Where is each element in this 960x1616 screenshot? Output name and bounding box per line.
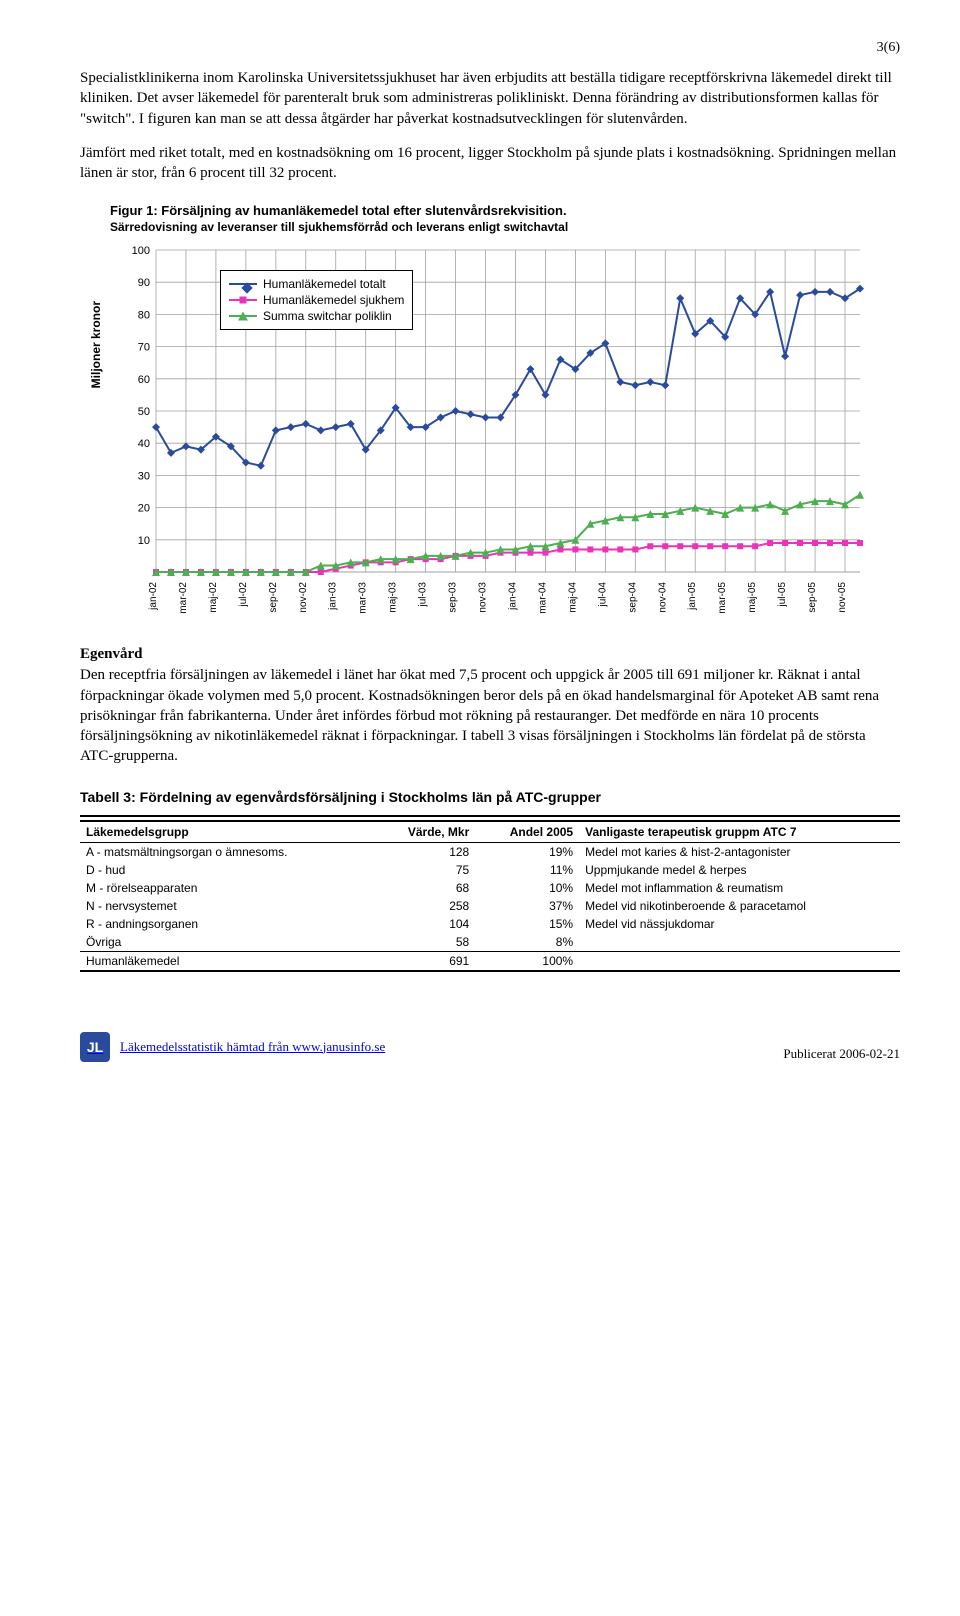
paragraph-2: Jämfört med riket totalt, med en kostnad… bbox=[80, 143, 900, 184]
footer-date: Publicerat 2006-02-21 bbox=[783, 1046, 900, 1062]
table-cell: 37% bbox=[475, 897, 579, 915]
table-cell: 100% bbox=[475, 951, 579, 971]
table-cell: 58 bbox=[374, 933, 475, 952]
table-header: Läkemedelsgrupp bbox=[80, 821, 374, 843]
chart-title-prefix: Figur 1: bbox=[110, 203, 158, 218]
chart-ylabel: Miljoner kronor bbox=[89, 301, 103, 388]
svg-text:20: 20 bbox=[138, 503, 150, 515]
table-cell: Medel mot karies & hist-2-antagonister bbox=[579, 842, 900, 861]
table-cell: 691 bbox=[374, 951, 475, 971]
chart-legend: Humanläkemedel totalt Humanläkemedel sjuk… bbox=[220, 270, 413, 330]
table-cell: Medel mot inflammation & reumatism bbox=[579, 879, 900, 897]
legend-label: Humanläkemedel sjukhem bbox=[263, 293, 404, 307]
table-cell: 104 bbox=[374, 915, 475, 933]
logo-badge: JL bbox=[80, 1032, 110, 1062]
svg-text:jan-02: jan-02 bbox=[148, 582, 159, 611]
table-cell: Medel vid nikotinberoende & paracetamol bbox=[579, 897, 900, 915]
table-cell: 258 bbox=[374, 897, 475, 915]
svg-text:sep-05: sep-05 bbox=[807, 582, 818, 613]
svg-text:50: 50 bbox=[138, 406, 150, 418]
table-cell bbox=[579, 933, 900, 952]
paragraph-3: Den receptfria försäljningen av läkemede… bbox=[80, 665, 900, 766]
table-3-title: Tabell 3: Fördelning av egenvårdsförsälj… bbox=[80, 789, 900, 805]
svg-text:40: 40 bbox=[138, 438, 150, 450]
svg-text:jul-05: jul-05 bbox=[777, 582, 788, 608]
table-3: LäkemedelsgruppVärde, MkrAndel 2005Vanli… bbox=[80, 815, 900, 972]
svg-text:jul-04: jul-04 bbox=[597, 582, 608, 608]
table-cell: 10% bbox=[475, 879, 579, 897]
svg-text:nov-02: nov-02 bbox=[298, 582, 309, 613]
table-cell: N - nervsystemet bbox=[80, 897, 374, 915]
svg-text:80: 80 bbox=[138, 310, 150, 322]
paragraph-1: Specialistklinikerna inom Karolinska Uni… bbox=[80, 68, 900, 129]
svg-text:jan-05: jan-05 bbox=[687, 582, 698, 611]
page-number: 3(6) bbox=[80, 40, 900, 56]
svg-text:30: 30 bbox=[138, 471, 150, 483]
svg-text:sep-03: sep-03 bbox=[448, 582, 459, 613]
table-cell: 75 bbox=[374, 861, 475, 879]
table-cell: Medel vid nässjukdomar bbox=[579, 915, 900, 933]
legend-item: Humanläkemedel totalt bbox=[229, 277, 404, 291]
table-cell: Uppmjukande medel & herpes bbox=[579, 861, 900, 879]
svg-text:mar-05: mar-05 bbox=[717, 582, 728, 614]
legend-item: Summa switchar poliklin bbox=[229, 309, 404, 323]
table-cell: 128 bbox=[374, 842, 475, 861]
legend-label: Summa switchar poliklin bbox=[263, 309, 392, 323]
legend-item: Humanläkemedel sjukhem bbox=[229, 293, 404, 307]
svg-text:90: 90 bbox=[138, 277, 150, 289]
table-row: N - nervsystemet25837%Medel vid nikotinb… bbox=[80, 897, 900, 915]
section-heading-egenvard: Egenvård bbox=[80, 646, 900, 663]
svg-text:mar-02: mar-02 bbox=[178, 582, 189, 614]
table-row: R - andningsorganen10415%Medel vid nässj… bbox=[80, 915, 900, 933]
table-total-row: Humanläkemedel691100% bbox=[80, 951, 900, 971]
svg-text:60: 60 bbox=[138, 374, 150, 386]
svg-text:maj-03: maj-03 bbox=[388, 582, 399, 613]
table-cell: A - matsmältningsorgan o ämnesoms. bbox=[80, 842, 374, 861]
svg-text:maj-04: maj-04 bbox=[567, 582, 578, 613]
table-row: A - matsmältningsorgan o ämnesoms.12819%… bbox=[80, 842, 900, 861]
svg-text:nov-03: nov-03 bbox=[478, 582, 489, 613]
svg-text:jul-03: jul-03 bbox=[418, 582, 429, 608]
table-cell: D - hud bbox=[80, 861, 374, 879]
chart-title-text: Försäljning av humanläkemedel total efte… bbox=[161, 203, 566, 218]
table-header: Värde, Mkr bbox=[374, 821, 475, 843]
table-cell: 19% bbox=[475, 842, 579, 861]
table-cell: M - rörelseapparaten bbox=[80, 879, 374, 897]
table-header: Vanligaste terapeutisk gruppm ATC 7 bbox=[579, 821, 900, 843]
table-cell: Humanläkemedel bbox=[80, 951, 374, 971]
table-cell bbox=[579, 951, 900, 971]
svg-text:nov-05: nov-05 bbox=[837, 582, 848, 613]
table-cell: R - andningsorganen bbox=[80, 915, 374, 933]
svg-text:10: 10 bbox=[138, 535, 150, 547]
svg-text:70: 70 bbox=[138, 342, 150, 354]
chart-subtitle: Särredovisning av leveranser till sjukhe… bbox=[110, 220, 870, 234]
table-cell: 11% bbox=[475, 861, 579, 879]
svg-text:maj-02: maj-02 bbox=[208, 582, 219, 613]
footer-link[interactable]: Läkemedelsstatistik hämtad från www.janu… bbox=[120, 1039, 385, 1055]
page-footer: JL Läkemedelsstatistik hämtad från www.j… bbox=[80, 1032, 900, 1062]
svg-text:sep-02: sep-02 bbox=[268, 582, 279, 613]
svg-text:sep-04: sep-04 bbox=[627, 582, 638, 613]
table-row: Övriga588% bbox=[80, 933, 900, 952]
svg-text:jul-02: jul-02 bbox=[238, 582, 249, 608]
table-cell: Övriga bbox=[80, 933, 374, 952]
table-header: Andel 2005 bbox=[475, 821, 579, 843]
table-cell: 15% bbox=[475, 915, 579, 933]
svg-text:mar-04: mar-04 bbox=[537, 582, 548, 614]
svg-text:mar-03: mar-03 bbox=[358, 582, 369, 614]
table-cell: 8% bbox=[475, 933, 579, 952]
svg-text:jan-04: jan-04 bbox=[507, 582, 518, 611]
svg-text:jan-03: jan-03 bbox=[328, 582, 339, 611]
figure-1: Figur 1: Försäljning av humanläkemedel t… bbox=[110, 203, 870, 622]
legend-label: Humanläkemedel totalt bbox=[263, 277, 386, 291]
table-row: D - hud7511%Uppmjukande medel & herpes bbox=[80, 861, 900, 879]
table-row: M - rörelseapparaten6810%Medel mot infla… bbox=[80, 879, 900, 897]
svg-text:nov-04: nov-04 bbox=[657, 582, 668, 613]
svg-text:maj-05: maj-05 bbox=[747, 582, 758, 613]
table-cell: 68 bbox=[374, 879, 475, 897]
svg-text:100: 100 bbox=[132, 245, 150, 257]
